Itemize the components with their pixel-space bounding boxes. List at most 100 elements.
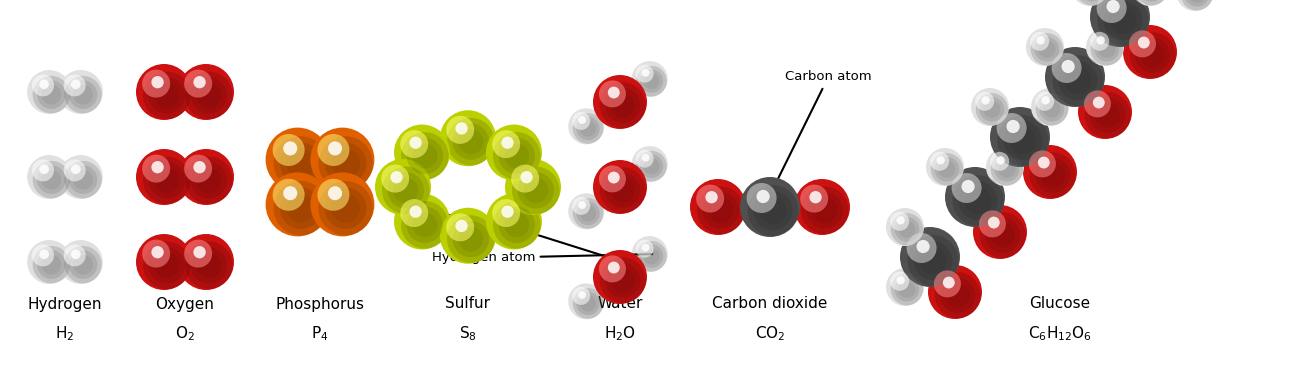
Circle shape <box>580 121 597 137</box>
Circle shape <box>697 187 745 234</box>
Circle shape <box>931 152 949 171</box>
Circle shape <box>985 148 1024 186</box>
Circle shape <box>486 125 542 180</box>
Circle shape <box>945 167 1005 227</box>
Text: C$_6$H$_{12}$O$_6$: C$_6$H$_{12}$O$_6$ <box>1028 325 1092 343</box>
Circle shape <box>988 217 1000 228</box>
Circle shape <box>64 74 86 96</box>
Circle shape <box>1106 0 1119 13</box>
Circle shape <box>606 88 640 123</box>
Text: P$_4$: P$_4$ <box>311 325 329 343</box>
Circle shape <box>155 168 179 193</box>
Text: O$_2$: O$_2$ <box>176 325 195 343</box>
Circle shape <box>572 112 590 130</box>
Circle shape <box>32 74 55 96</box>
Circle shape <box>148 162 185 199</box>
Circle shape <box>887 208 924 246</box>
Circle shape <box>73 85 92 105</box>
Circle shape <box>894 217 919 242</box>
Circle shape <box>73 170 92 190</box>
Circle shape <box>148 247 185 283</box>
Circle shape <box>599 257 646 303</box>
Circle shape <box>1004 121 1043 160</box>
Circle shape <box>997 113 1027 143</box>
Circle shape <box>636 151 667 182</box>
Circle shape <box>493 130 520 158</box>
Circle shape <box>599 82 646 128</box>
Circle shape <box>317 179 350 211</box>
Circle shape <box>151 161 164 173</box>
Circle shape <box>640 154 663 178</box>
Circle shape <box>512 167 559 214</box>
Circle shape <box>706 191 718 203</box>
Circle shape <box>1045 47 1105 107</box>
Circle shape <box>697 185 724 213</box>
Circle shape <box>136 64 192 120</box>
Circle shape <box>576 292 599 315</box>
Circle shape <box>452 124 489 160</box>
Circle shape <box>1130 32 1175 78</box>
Circle shape <box>504 212 529 237</box>
Circle shape <box>394 125 450 180</box>
Circle shape <box>191 162 228 199</box>
Circle shape <box>280 142 321 184</box>
Text: Hydrogen atom: Hydrogen atom <box>432 251 653 264</box>
Circle shape <box>143 71 191 119</box>
Circle shape <box>708 198 733 223</box>
Circle shape <box>640 70 663 93</box>
Circle shape <box>740 177 800 237</box>
Circle shape <box>891 213 923 246</box>
Circle shape <box>1135 38 1170 73</box>
Circle shape <box>632 146 668 182</box>
Circle shape <box>568 283 604 319</box>
Circle shape <box>1140 0 1165 1</box>
Circle shape <box>979 211 1006 237</box>
Circle shape <box>412 143 437 169</box>
Circle shape <box>887 268 924 306</box>
Circle shape <box>38 165 66 194</box>
Circle shape <box>381 164 410 193</box>
Circle shape <box>573 113 603 144</box>
Circle shape <box>265 128 330 192</box>
Circle shape <box>806 192 842 228</box>
Circle shape <box>1023 145 1076 199</box>
Circle shape <box>926 148 965 186</box>
Circle shape <box>328 186 342 200</box>
Circle shape <box>794 179 850 235</box>
Circle shape <box>142 155 170 183</box>
Circle shape <box>599 166 625 192</box>
Circle shape <box>611 93 634 118</box>
Circle shape <box>580 295 597 312</box>
Circle shape <box>1053 55 1104 106</box>
Circle shape <box>1136 0 1169 6</box>
Circle shape <box>599 167 646 213</box>
Circle shape <box>746 183 776 213</box>
Text: H$_2$O: H$_2$O <box>604 325 636 343</box>
Circle shape <box>994 157 1019 182</box>
Circle shape <box>1062 60 1075 73</box>
Circle shape <box>27 155 72 199</box>
Circle shape <box>997 115 1049 166</box>
Circle shape <box>945 283 970 307</box>
Circle shape <box>576 117 599 140</box>
Circle shape <box>32 159 55 182</box>
Circle shape <box>1096 36 1105 45</box>
Circle shape <box>136 149 192 205</box>
Circle shape <box>325 187 367 229</box>
Circle shape <box>991 107 1050 167</box>
Circle shape <box>196 168 221 193</box>
Circle shape <box>997 156 1005 164</box>
Circle shape <box>1180 0 1213 10</box>
Circle shape <box>1028 150 1056 177</box>
Circle shape <box>155 253 179 278</box>
Circle shape <box>759 197 786 224</box>
Circle shape <box>580 205 597 222</box>
Circle shape <box>332 149 360 178</box>
Circle shape <box>939 161 956 178</box>
Circle shape <box>1040 163 1065 187</box>
Circle shape <box>69 80 97 109</box>
Circle shape <box>935 272 980 318</box>
Circle shape <box>611 178 634 202</box>
Circle shape <box>1097 0 1148 46</box>
Circle shape <box>642 154 650 162</box>
